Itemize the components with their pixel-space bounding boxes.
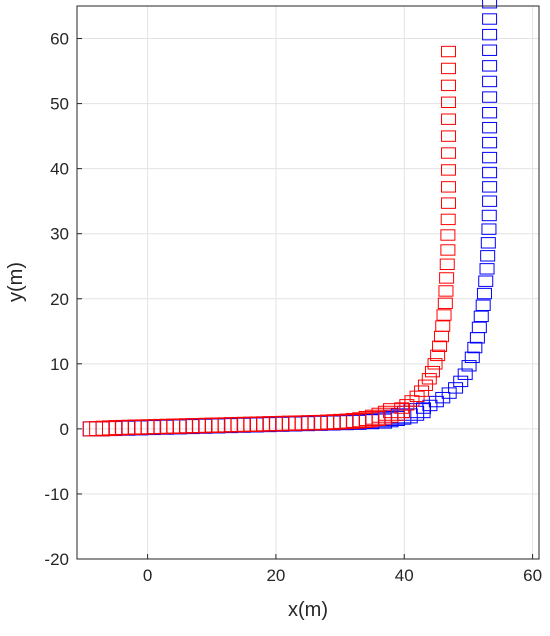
data-point xyxy=(482,91,498,103)
data-point xyxy=(428,395,444,408)
y-tick-label: -20 xyxy=(44,550,69,569)
data-point xyxy=(416,402,431,414)
data-point xyxy=(482,60,498,72)
y-tick-label: 50 xyxy=(50,95,69,114)
data-point xyxy=(482,166,498,179)
data-point xyxy=(399,399,415,411)
data-point xyxy=(441,164,457,176)
plot-frame xyxy=(76,5,540,560)
data-point xyxy=(394,402,410,414)
data-point xyxy=(481,209,497,222)
x-tick-label: 0 xyxy=(143,566,152,585)
data-point xyxy=(427,358,443,370)
plot-area xyxy=(77,6,539,559)
data-point xyxy=(430,349,446,362)
series-layer xyxy=(82,0,498,437)
y-tick-label: 40 xyxy=(50,160,69,179)
data-point xyxy=(439,272,455,284)
data-point xyxy=(448,382,464,394)
data-point xyxy=(473,310,489,323)
data-point xyxy=(480,250,496,262)
tick-labels: 0 20 40 60 -20 -10 0 10 20 30 40 50 60 xyxy=(44,30,542,585)
data-point xyxy=(481,223,497,235)
data-point xyxy=(404,395,420,407)
x-axis-label: x(m) xyxy=(288,599,328,621)
data-point xyxy=(437,297,453,310)
data-point xyxy=(482,136,498,149)
data-point xyxy=(438,285,454,297)
data-point xyxy=(424,365,440,378)
data-point xyxy=(371,407,399,423)
data-point xyxy=(421,373,437,385)
y-tick-label: 0 xyxy=(60,420,69,439)
data-point xyxy=(471,321,487,334)
data-point xyxy=(467,341,483,354)
x-tick-label: 40 xyxy=(395,566,414,585)
data-point xyxy=(479,263,495,275)
data-point xyxy=(432,340,448,352)
data-point xyxy=(441,62,457,75)
data-point xyxy=(482,28,498,41)
x-tick-label: 20 xyxy=(266,566,285,585)
data-point xyxy=(482,0,498,9)
data-point xyxy=(435,391,451,404)
data-point xyxy=(482,121,498,134)
y-tick-label: 30 xyxy=(50,225,69,244)
data-point xyxy=(417,379,433,391)
data-point xyxy=(453,375,469,388)
y-tick-label: 60 xyxy=(50,30,69,49)
data-point xyxy=(476,287,492,300)
data-point xyxy=(441,79,457,92)
data-point xyxy=(435,320,451,332)
data-point xyxy=(457,368,473,380)
data-point xyxy=(414,385,430,397)
data-point xyxy=(440,229,456,241)
data-point xyxy=(440,244,456,256)
y-tick-label: 10 xyxy=(50,355,69,374)
data-point xyxy=(461,360,477,372)
data-point xyxy=(478,275,494,287)
y-tick-label: 20 xyxy=(50,290,69,309)
data-point xyxy=(422,399,438,412)
y-tick-label: -10 xyxy=(44,485,69,504)
x-tick-label: 60 xyxy=(523,566,542,585)
series-2 xyxy=(82,45,457,437)
data-point xyxy=(482,13,498,25)
data-point xyxy=(482,151,498,164)
data-point xyxy=(482,195,498,207)
data-point xyxy=(441,113,457,125)
data-point xyxy=(441,181,457,193)
data-point xyxy=(436,309,452,321)
data-point xyxy=(441,130,457,142)
data-point xyxy=(482,75,498,88)
data-point xyxy=(441,197,457,209)
data-point xyxy=(482,106,498,119)
data-point xyxy=(439,258,455,270)
data-point xyxy=(440,213,456,226)
data-point xyxy=(441,147,457,159)
y-axis-label: y(m) xyxy=(5,262,27,302)
data-point xyxy=(464,351,480,364)
data-point xyxy=(441,45,457,58)
data-point xyxy=(383,403,411,419)
data-point xyxy=(475,299,491,311)
data-point xyxy=(482,44,498,56)
data-point xyxy=(441,96,457,108)
data-point xyxy=(482,181,498,193)
data-point xyxy=(480,237,496,249)
